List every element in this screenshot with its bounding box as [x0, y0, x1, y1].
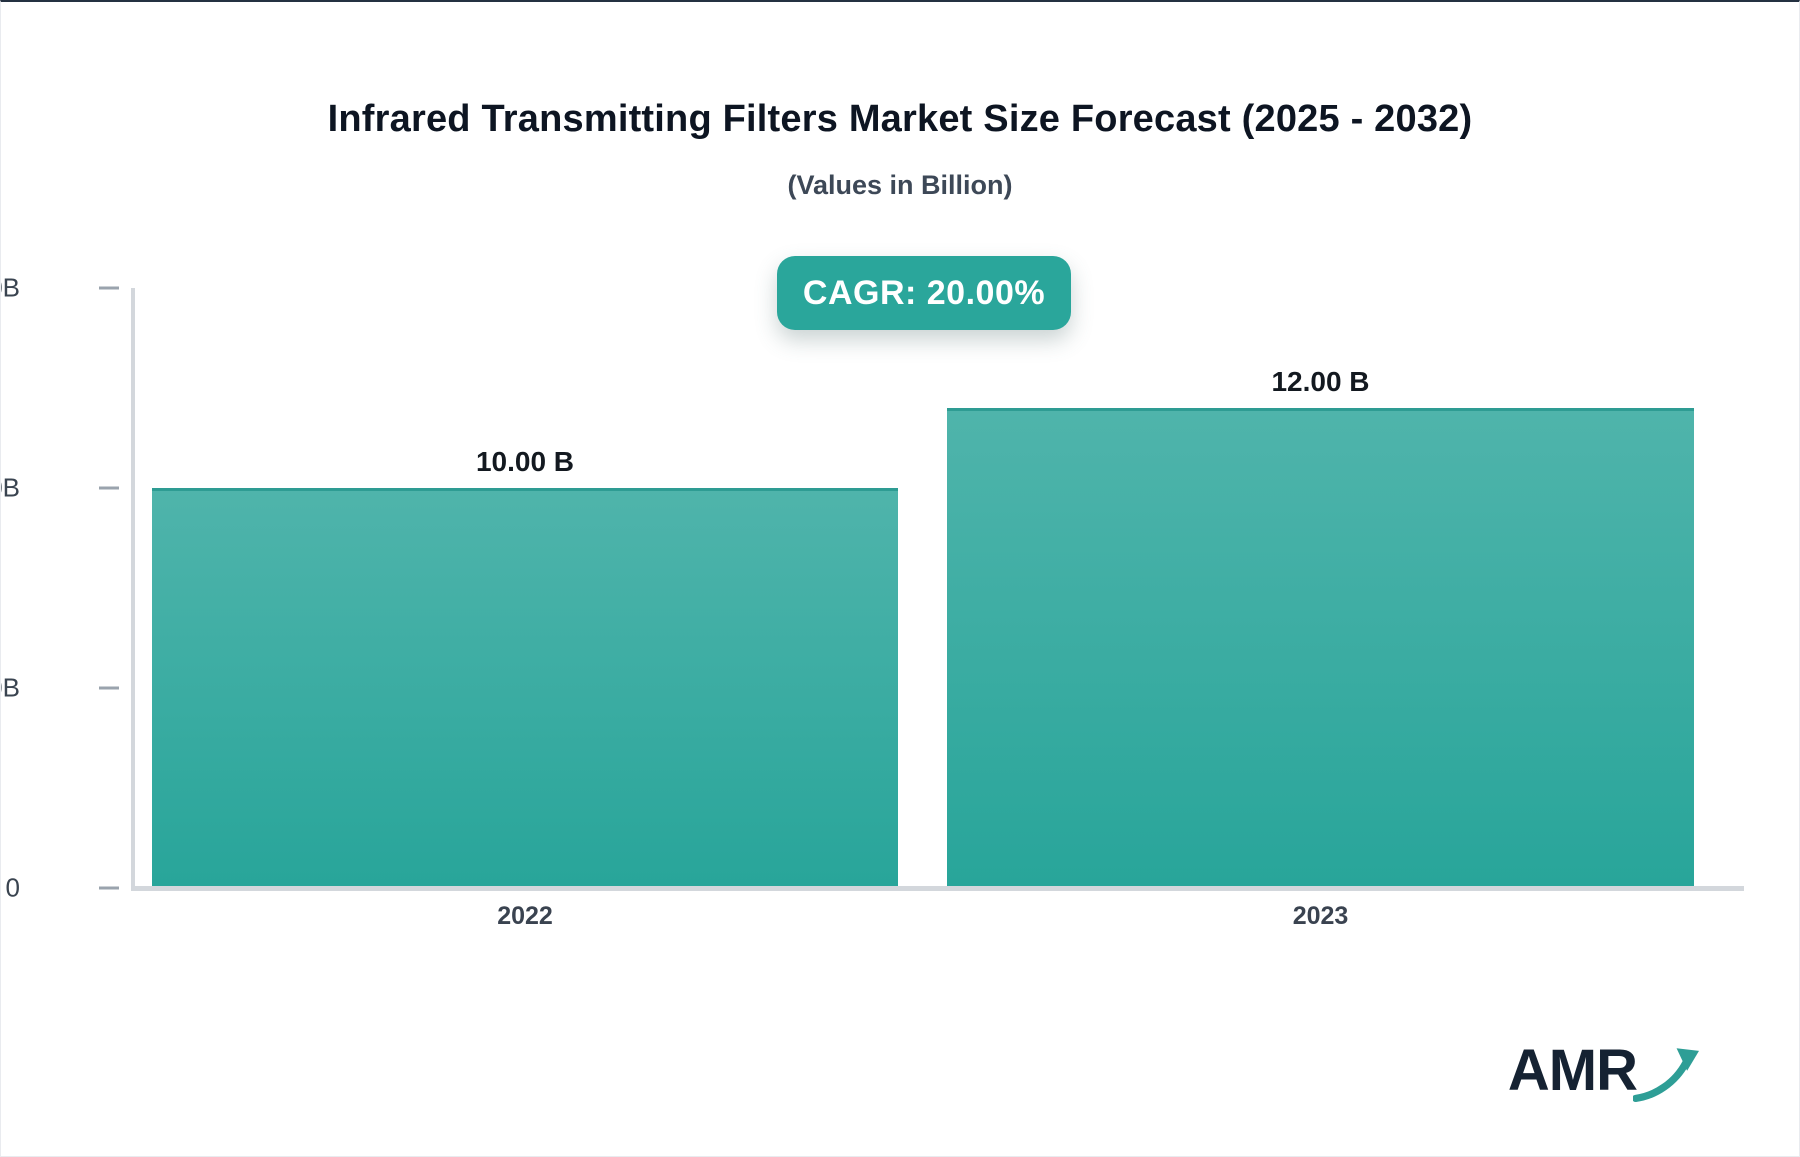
y-axis-line — [131, 288, 135, 888]
y-tick-label: 10.0B — [1, 472, 20, 503]
y-tick-label: 5.0B — [1, 672, 20, 703]
x-axis-baseline — [131, 886, 1744, 891]
y-tick-dash — [99, 686, 119, 690]
y-tick-dash — [99, 886, 119, 890]
brand-logo-text: AMR — [1507, 1038, 1638, 1103]
bar-2023[interactable] — [947, 408, 1694, 886]
growth-arrow-icon — [1633, 1048, 1699, 1103]
x-axis-label-2022: 2022 — [497, 902, 553, 930]
y-tick-label: 0 — [5, 872, 20, 903]
brand-logo: AMR — [1508, 1038, 1699, 1104]
bar-value-label: 10.00 B — [475, 446, 575, 477]
bar-2022[interactable] — [152, 488, 898, 886]
x-axis-label-2023: 2023 — [1292, 902, 1349, 930]
y-tick-dash — [99, 486, 119, 490]
bar-value-label: 12.00 B — [1271, 366, 1370, 397]
page-title: Infrared Transmitting Filters Market Siz… — [327, 98, 1473, 140]
cagr-badge: CAGR: 20.00% — [777, 256, 1071, 330]
y-tick-label: 15.0B — [1, 272, 20, 303]
bar-group-2023: 12.00 B 2023 — [947, 288, 1694, 930]
bar-group-2022: 10.00 B 2022 — [152, 288, 898, 930]
page-subtitle: (Values in Billion) — [787, 170, 1013, 200]
cagr-badge-label: CAGR: 20.00% — [802, 273, 1046, 312]
plot-area: 0 5.0B 10.0B 15.0B 10.00 B 2022 12.00 B 202… — [1, 273, 1744, 930]
y-tick-dash — [99, 286, 119, 290]
